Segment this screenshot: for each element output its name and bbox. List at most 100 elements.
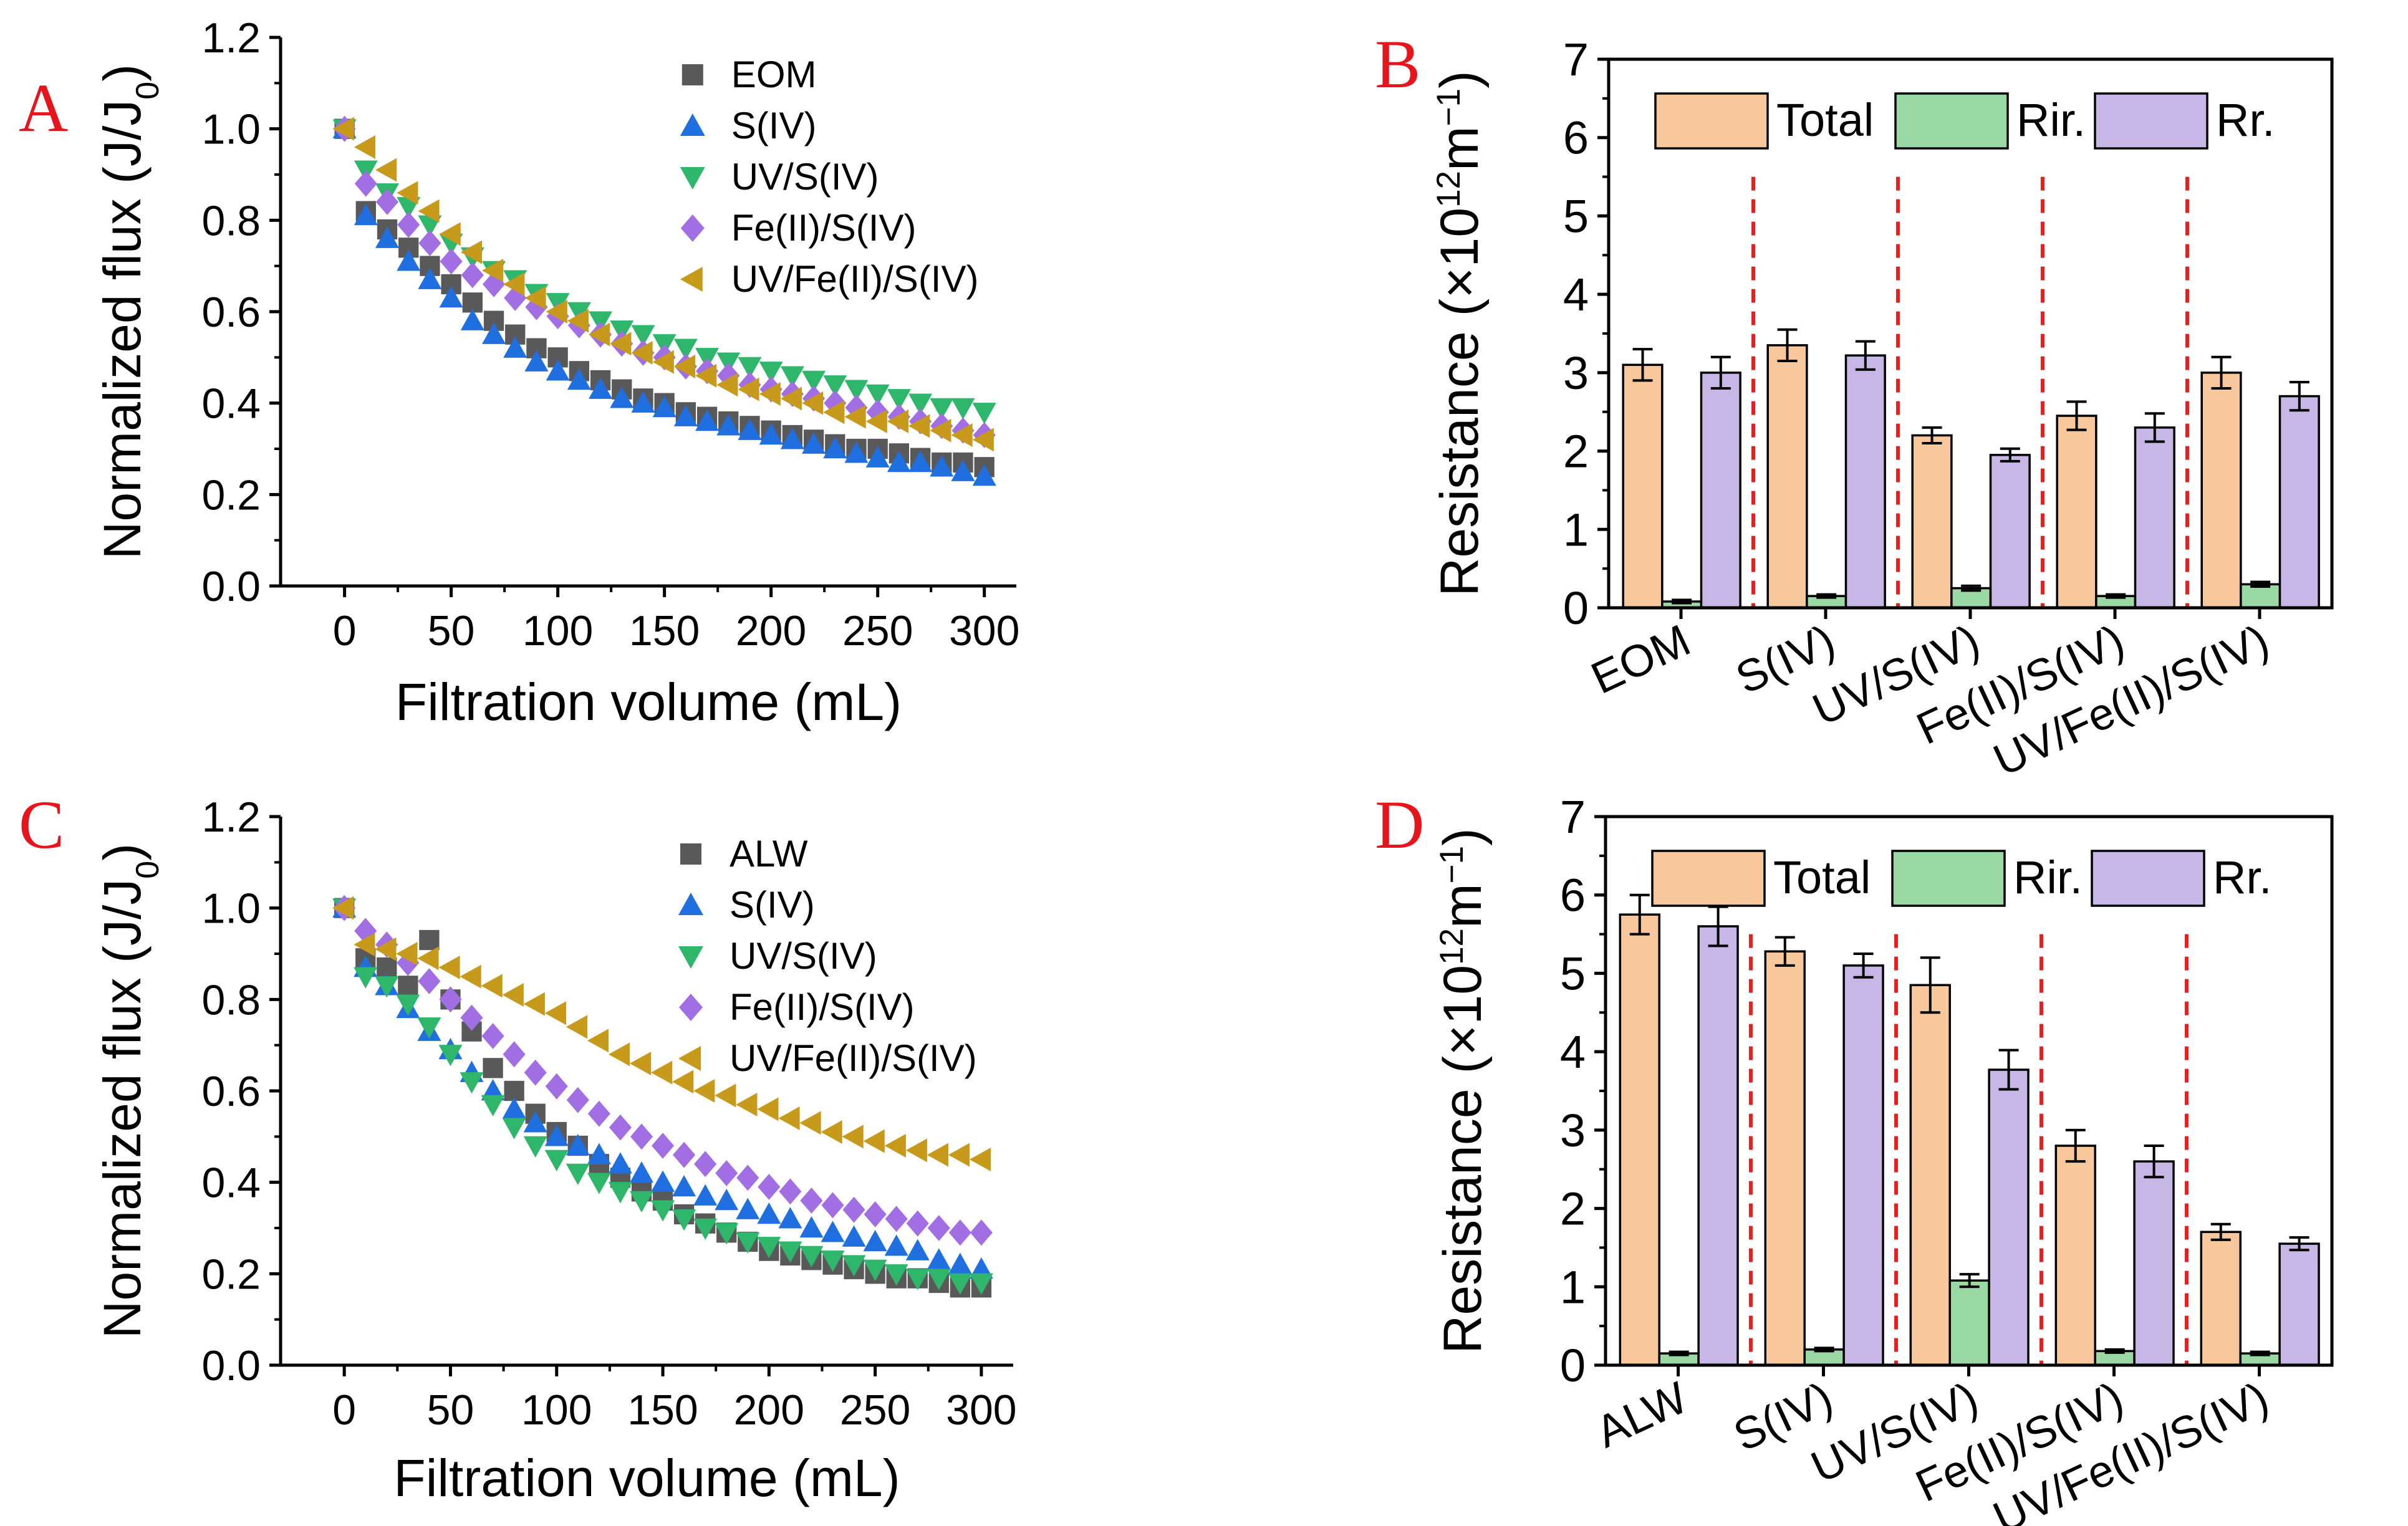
legend-label: S(IV) [730, 884, 815, 926]
data-point [651, 1133, 675, 1159]
data-point [460, 1004, 483, 1031]
data-point [439, 222, 461, 246]
bar-total [2200, 1231, 2242, 1366]
data-point [610, 386, 634, 408]
data-point [884, 1264, 908, 1286]
data-point [631, 341, 653, 365]
data-point [738, 357, 762, 378]
bar-rr [1989, 454, 2031, 609]
data-point [375, 226, 400, 248]
data-point [672, 1175, 696, 1197]
data-point [799, 1111, 821, 1135]
legend-label: UV/Fe(II)/S(IV) [730, 1037, 977, 1079]
y-tick-label: 0.0 [201, 563, 261, 610]
x-tick-label: 150 [629, 607, 700, 655]
data-point [884, 1134, 906, 1158]
y-tick-label: 4 [1563, 269, 1589, 320]
legend-label: Fe(II)/S(IV) [730, 986, 915, 1028]
y-tick-label: 0.2 [201, 1250, 261, 1298]
data-point [863, 1230, 887, 1252]
data-point [779, 1178, 802, 1205]
panel-letter: B [1375, 26, 1420, 102]
data-point [842, 1196, 865, 1223]
y-tick-label: 1.0 [201, 885, 261, 933]
y-tick-label: 3 [1563, 347, 1589, 399]
data-point [778, 1241, 802, 1263]
data-point [865, 446, 890, 468]
x-tick-label: 100 [521, 1386, 592, 1434]
legend-label: ALW [730, 833, 808, 875]
data-point [651, 1060, 673, 1085]
data-point [738, 418, 762, 440]
bar-rr [1697, 925, 1739, 1366]
y-tick-label: 6 [1563, 112, 1589, 164]
chart-panel-c: C 0.0 0.2 0.4 0.6 0.8 1.0 1.2 0 50 100 150 200 250 300… [19, 787, 1017, 1507]
data-point [885, 1206, 908, 1232]
data-point [566, 1015, 588, 1039]
x-tick-label: 50 [428, 607, 475, 655]
data-point [502, 1097, 526, 1119]
legend-label: Total [1776, 94, 1874, 146]
x-category-label: EOM [1584, 615, 1697, 704]
data-point [397, 211, 420, 238]
series-s-iv- [332, 117, 996, 486]
data-point [524, 1059, 547, 1086]
bar-rr [2278, 395, 2320, 609]
data-point [821, 1221, 845, 1242]
legend-label: Rr. [2216, 94, 2275, 146]
y-tick-label: 5 [1560, 948, 1586, 999]
legend-swatch [1894, 92, 2009, 150]
data-point [887, 451, 911, 473]
data-point [631, 391, 655, 413]
data-point [589, 322, 610, 347]
data-point [672, 1070, 694, 1094]
data-point [544, 1125, 569, 1146]
data-point [799, 1245, 824, 1267]
data-point [906, 1210, 929, 1237]
data-point [778, 1106, 800, 1130]
data-point [483, 1058, 503, 1078]
data-point [524, 286, 546, 310]
y-tick-label: 7 [1560, 791, 1586, 843]
y-axis-label: Resistance (×1012m−1) [1433, 828, 1493, 1354]
x-tick-label: 0 [332, 1386, 356, 1434]
bar-total [2200, 372, 2242, 609]
y-tick-label: 0 [1563, 582, 1589, 634]
data-point [736, 1197, 760, 1219]
data-point [969, 1273, 993, 1295]
y-axis-label: Resistance (×1012m−1) [1430, 70, 1490, 597]
data-point [673, 355, 696, 378]
y-tick-label: 4 [1560, 1026, 1586, 1078]
data-point [567, 309, 589, 333]
y-tick-label: 0.8 [201, 197, 261, 244]
y-axis-label: Normalized flux (J/J0) [93, 843, 166, 1338]
data-point [481, 1079, 505, 1101]
data-point [461, 262, 484, 289]
data-point [905, 1269, 930, 1290]
data-point [503, 272, 525, 296]
data-point [780, 366, 804, 388]
data-point [927, 1143, 948, 1167]
data-point [844, 441, 869, 463]
data-point [523, 992, 545, 1016]
data-point [524, 350, 549, 372]
data-point [630, 1123, 653, 1150]
data-point [502, 1118, 526, 1140]
legend-swatch [1654, 92, 1769, 150]
data-point [587, 1143, 611, 1164]
legend-marker [681, 64, 703, 85]
data-point [759, 362, 783, 383]
y-tick-label: 7 [1563, 34, 1589, 85]
data-point [715, 1160, 738, 1186]
data-point [566, 1134, 590, 1156]
y-tick-label: 0 [1560, 1340, 1586, 1391]
data-point [652, 350, 674, 374]
data-point [757, 1097, 779, 1121]
data-point [821, 1120, 842, 1144]
data-point [523, 1111, 547, 1133]
legend-label: UV/S(IV) [731, 156, 879, 198]
data-point [802, 432, 826, 454]
data-point [738, 377, 759, 401]
legend-label: UV/Fe(II)/S(IV) [731, 258, 979, 300]
data-point [481, 1095, 505, 1116]
